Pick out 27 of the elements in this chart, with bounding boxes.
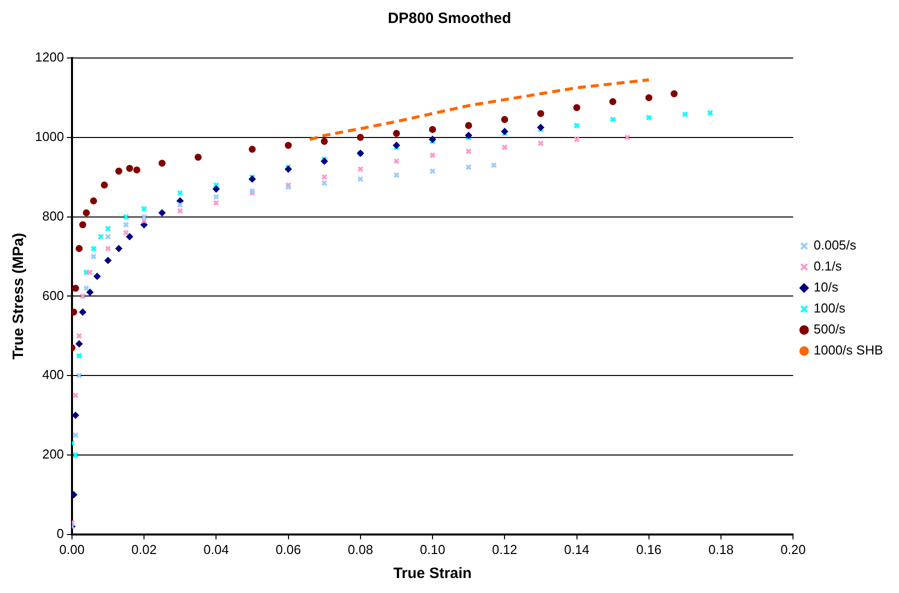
x-tick-label: 0.06 (276, 542, 301, 557)
legend-label: 10/s (814, 280, 839, 295)
legend-label: 100/s (814, 300, 846, 316)
x-tick-label: 0.00 (59, 542, 85, 557)
x-tick-label: 0.20 (780, 542, 806, 557)
legend-label: 0.1/s (814, 258, 842, 274)
y-tick-label: 1200 (35, 50, 64, 65)
x-tick-label: 0.02 (131, 542, 157, 557)
x-tick-label: 0.12 (492, 542, 518, 557)
x-tick-label: 0.08 (348, 542, 374, 557)
y-axis-title: True Stress (MPa) (10, 232, 28, 360)
x-tick-label: 0.18 (708, 542, 734, 557)
y-tick-label: 600 (42, 288, 64, 303)
x-tick-label: 0.16 (636, 542, 662, 557)
legend-label: 0.005/s (814, 238, 857, 253)
x-tick-label: 0.04 (204, 542, 229, 557)
y-tick-label: 800 (42, 208, 64, 224)
x-axis-title: True Strain (393, 565, 472, 582)
y-tick-label: 200 (42, 446, 64, 462)
chart-title: DP800 Smoothed (388, 10, 512, 28)
y-tick-label: 400 (42, 367, 64, 382)
legend-label: 500/s (814, 322, 846, 337)
x-tick-label: 0.10 (420, 542, 446, 557)
legend-label: 1000/s SHB (814, 342, 883, 358)
x-tick-label: 0.14 (564, 542, 590, 557)
y-tick-label: 0 (56, 526, 64, 541)
y-tick-label: 1000 (35, 128, 64, 144)
